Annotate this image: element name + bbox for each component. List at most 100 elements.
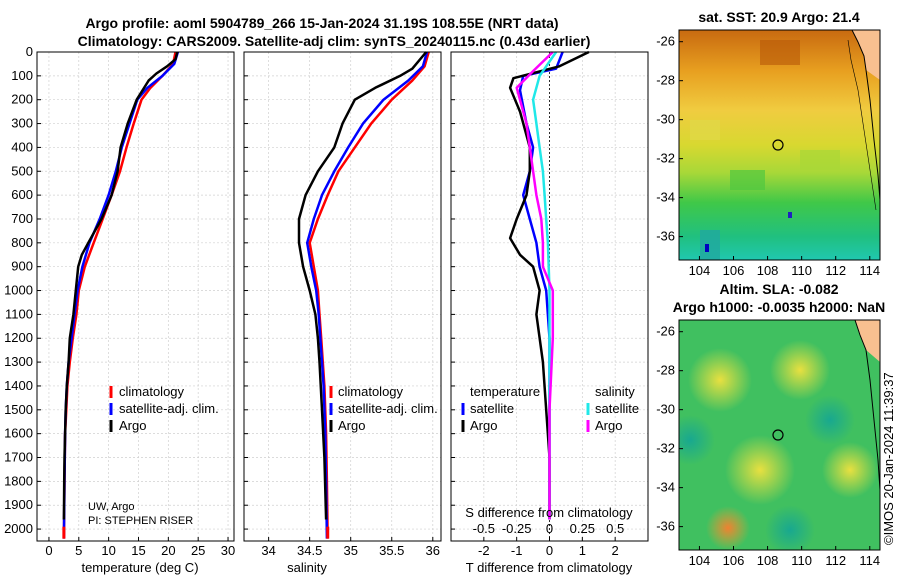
- legend-argo: Argo: [338, 418, 365, 433]
- panel-frame: [243, 51, 442, 542]
- coastline: [854, 320, 880, 491]
- y-tick-label: 0: [26, 44, 33, 59]
- temperature-panel: 0 5 10 15 20 25 30: [36, 51, 235, 558]
- sla-map-title-1: Altim. SLA: -0.082: [719, 281, 838, 297]
- sla-anomaly: [765, 505, 815, 550]
- x-tick-label-salinity: 0: [546, 521, 553, 536]
- x-tick-label: 30: [221, 543, 235, 558]
- argo-position-marker: [772, 139, 784, 151]
- salinity-xlabel: salinity: [287, 560, 327, 575]
- map-x-tick-label: 106: [723, 553, 745, 568]
- map-y-tick-label: -26: [656, 324, 675, 339]
- sla-anomaly: [706, 506, 750, 550]
- imos-stamp: ©IMOS 20-Jan-2024 11:39:37: [881, 372, 896, 545]
- legend-t-satellite: satellite: [470, 401, 514, 416]
- sla-anomaly: [679, 415, 715, 465]
- map-x-tick-label: 112: [825, 263, 846, 278]
- legend-s-argo: Argo: [595, 418, 622, 433]
- x-tick-label: 25: [191, 543, 205, 558]
- x-tick-label: 10: [101, 543, 115, 558]
- map-x-tick-label: 106: [723, 263, 745, 278]
- y-tick-label: 1200: [4, 330, 33, 345]
- map-y-tick-label: -30: [656, 402, 675, 417]
- y-tick-label: 1500: [4, 402, 33, 417]
- map-y-tick-label: -28: [656, 363, 675, 378]
- salinity-panel: 34 34.5 35 35.5 36: [243, 51, 442, 558]
- map-x-tick-label: 112: [825, 553, 846, 568]
- x-tick-label: 35.5: [379, 543, 404, 558]
- sst-map-title: sat. SST: 20.9 Argo: 21.4: [698, 9, 860, 25]
- sst-patch: [800, 150, 840, 170]
- salinity-legend: climatology satellite-adj. clim. Argo: [329, 384, 438, 433]
- x-tick-label: -2: [478, 543, 490, 558]
- map-y-tick-label: -34: [656, 480, 675, 495]
- map-x-tick-label: 104: [689, 553, 711, 568]
- map-x-tick-label: 114: [859, 553, 880, 568]
- t-difference-xlabel: T difference from climatology: [466, 560, 633, 575]
- y-tick-label: 1600: [4, 426, 33, 441]
- x-tick-label: 5: [75, 543, 82, 558]
- legend-climatology: climatology: [119, 384, 185, 399]
- legend-temperature-group: temperature: [470, 384, 540, 399]
- map-x-tick-label: 110: [791, 263, 812, 278]
- difference-legend: temperature satellite Argo salinity sate…: [461, 384, 639, 433]
- legend-satellite-adj: satellite-adj. clim.: [338, 401, 438, 416]
- series-salinity-satellite: [531, 51, 558, 520]
- y-tick-label: 1800: [4, 473, 33, 488]
- x-tick-label: -1: [511, 543, 523, 558]
- map-y-tick-label: -36: [656, 519, 675, 534]
- y-tick-label: 1700: [4, 450, 33, 465]
- temperature-legend: climatology satellite-adj. clim. Argo: [109, 384, 219, 433]
- map-x-tick-label: 104: [689, 263, 711, 278]
- y-tick-label: 700: [11, 211, 33, 226]
- sst-patch: [690, 120, 720, 140]
- x-tick-label-salinity: -0.5: [473, 521, 495, 536]
- x-tick-label: 1: [579, 543, 586, 558]
- sla-anomaly: [805, 395, 855, 445]
- series-climatology: [62, 51, 177, 539]
- argo-position-marker: [772, 429, 784, 441]
- sst-warm-patch: [760, 40, 800, 65]
- bathymetry-contour: [847, 39, 877, 211]
- map-y-tick-label: -26: [656, 34, 675, 49]
- x-tick-label: 36: [426, 543, 440, 558]
- x-tick-label-salinity: -0.25: [502, 521, 532, 536]
- legend-climatology: climatology: [338, 384, 404, 399]
- series-argo: [297, 51, 428, 520]
- y-tick-label: 2000: [4, 521, 33, 536]
- x-tick-label-salinity: 0.5: [606, 521, 624, 536]
- coastline: [851, 30, 880, 201]
- credit-line-2: PI: STEPHEN RISER: [88, 515, 193, 527]
- legend-s-satellite: satellite: [595, 401, 639, 416]
- y-tick-label: 1400: [4, 378, 33, 393]
- map-y-tick-label: -36: [656, 229, 675, 244]
- x-tick-label: 20: [161, 543, 175, 558]
- map-x-tick-label: 110: [791, 553, 812, 568]
- y-tick-label: 600: [11, 187, 33, 202]
- sla-map-frame: [678, 319, 881, 551]
- y-tick-label: 500: [11, 163, 33, 178]
- x-tick-label: 15: [131, 543, 145, 558]
- sla-map: [679, 320, 880, 550]
- sla-map-ticks: 104 106 108 110 112 114 -26 -28 -30 -32 -34 -36: [656, 324, 880, 568]
- x-tick-label: 0: [45, 543, 52, 558]
- land-mask: [852, 30, 880, 80]
- title-line-1: Argo profile: aoml 5904789_266 15-Jan-20…: [85, 15, 558, 31]
- map-y-tick-label: -28: [656, 73, 675, 88]
- x-tick-label-salinity: 0.25: [570, 521, 595, 536]
- series-climatology: [308, 51, 430, 539]
- x-tick-label: 35: [343, 543, 357, 558]
- sst-cold-pixel: [788, 212, 792, 218]
- y-tick-label: 400: [11, 139, 33, 154]
- title-line-2: Climatology: CARS2009. Satellite-adj cli…: [78, 33, 591, 49]
- sst-patch: [700, 230, 720, 260]
- series-satellite-adj-clim: [62, 51, 180, 539]
- credit-line-1: UW, Argo: [88, 501, 134, 513]
- sla-map-title-2: Argo h1000: -0.0035 h2000: NaN: [673, 299, 885, 315]
- y-tick-label: 900: [11, 259, 33, 274]
- s-difference-xlabel: S difference from climatology: [465, 505, 633, 520]
- depth-axis: 0 100 200 300 400 500 600 700 800 900 1000 1100 1200…: [4, 44, 455, 536]
- land-mask: [855, 320, 880, 362]
- x-tick-label: 34: [261, 543, 275, 558]
